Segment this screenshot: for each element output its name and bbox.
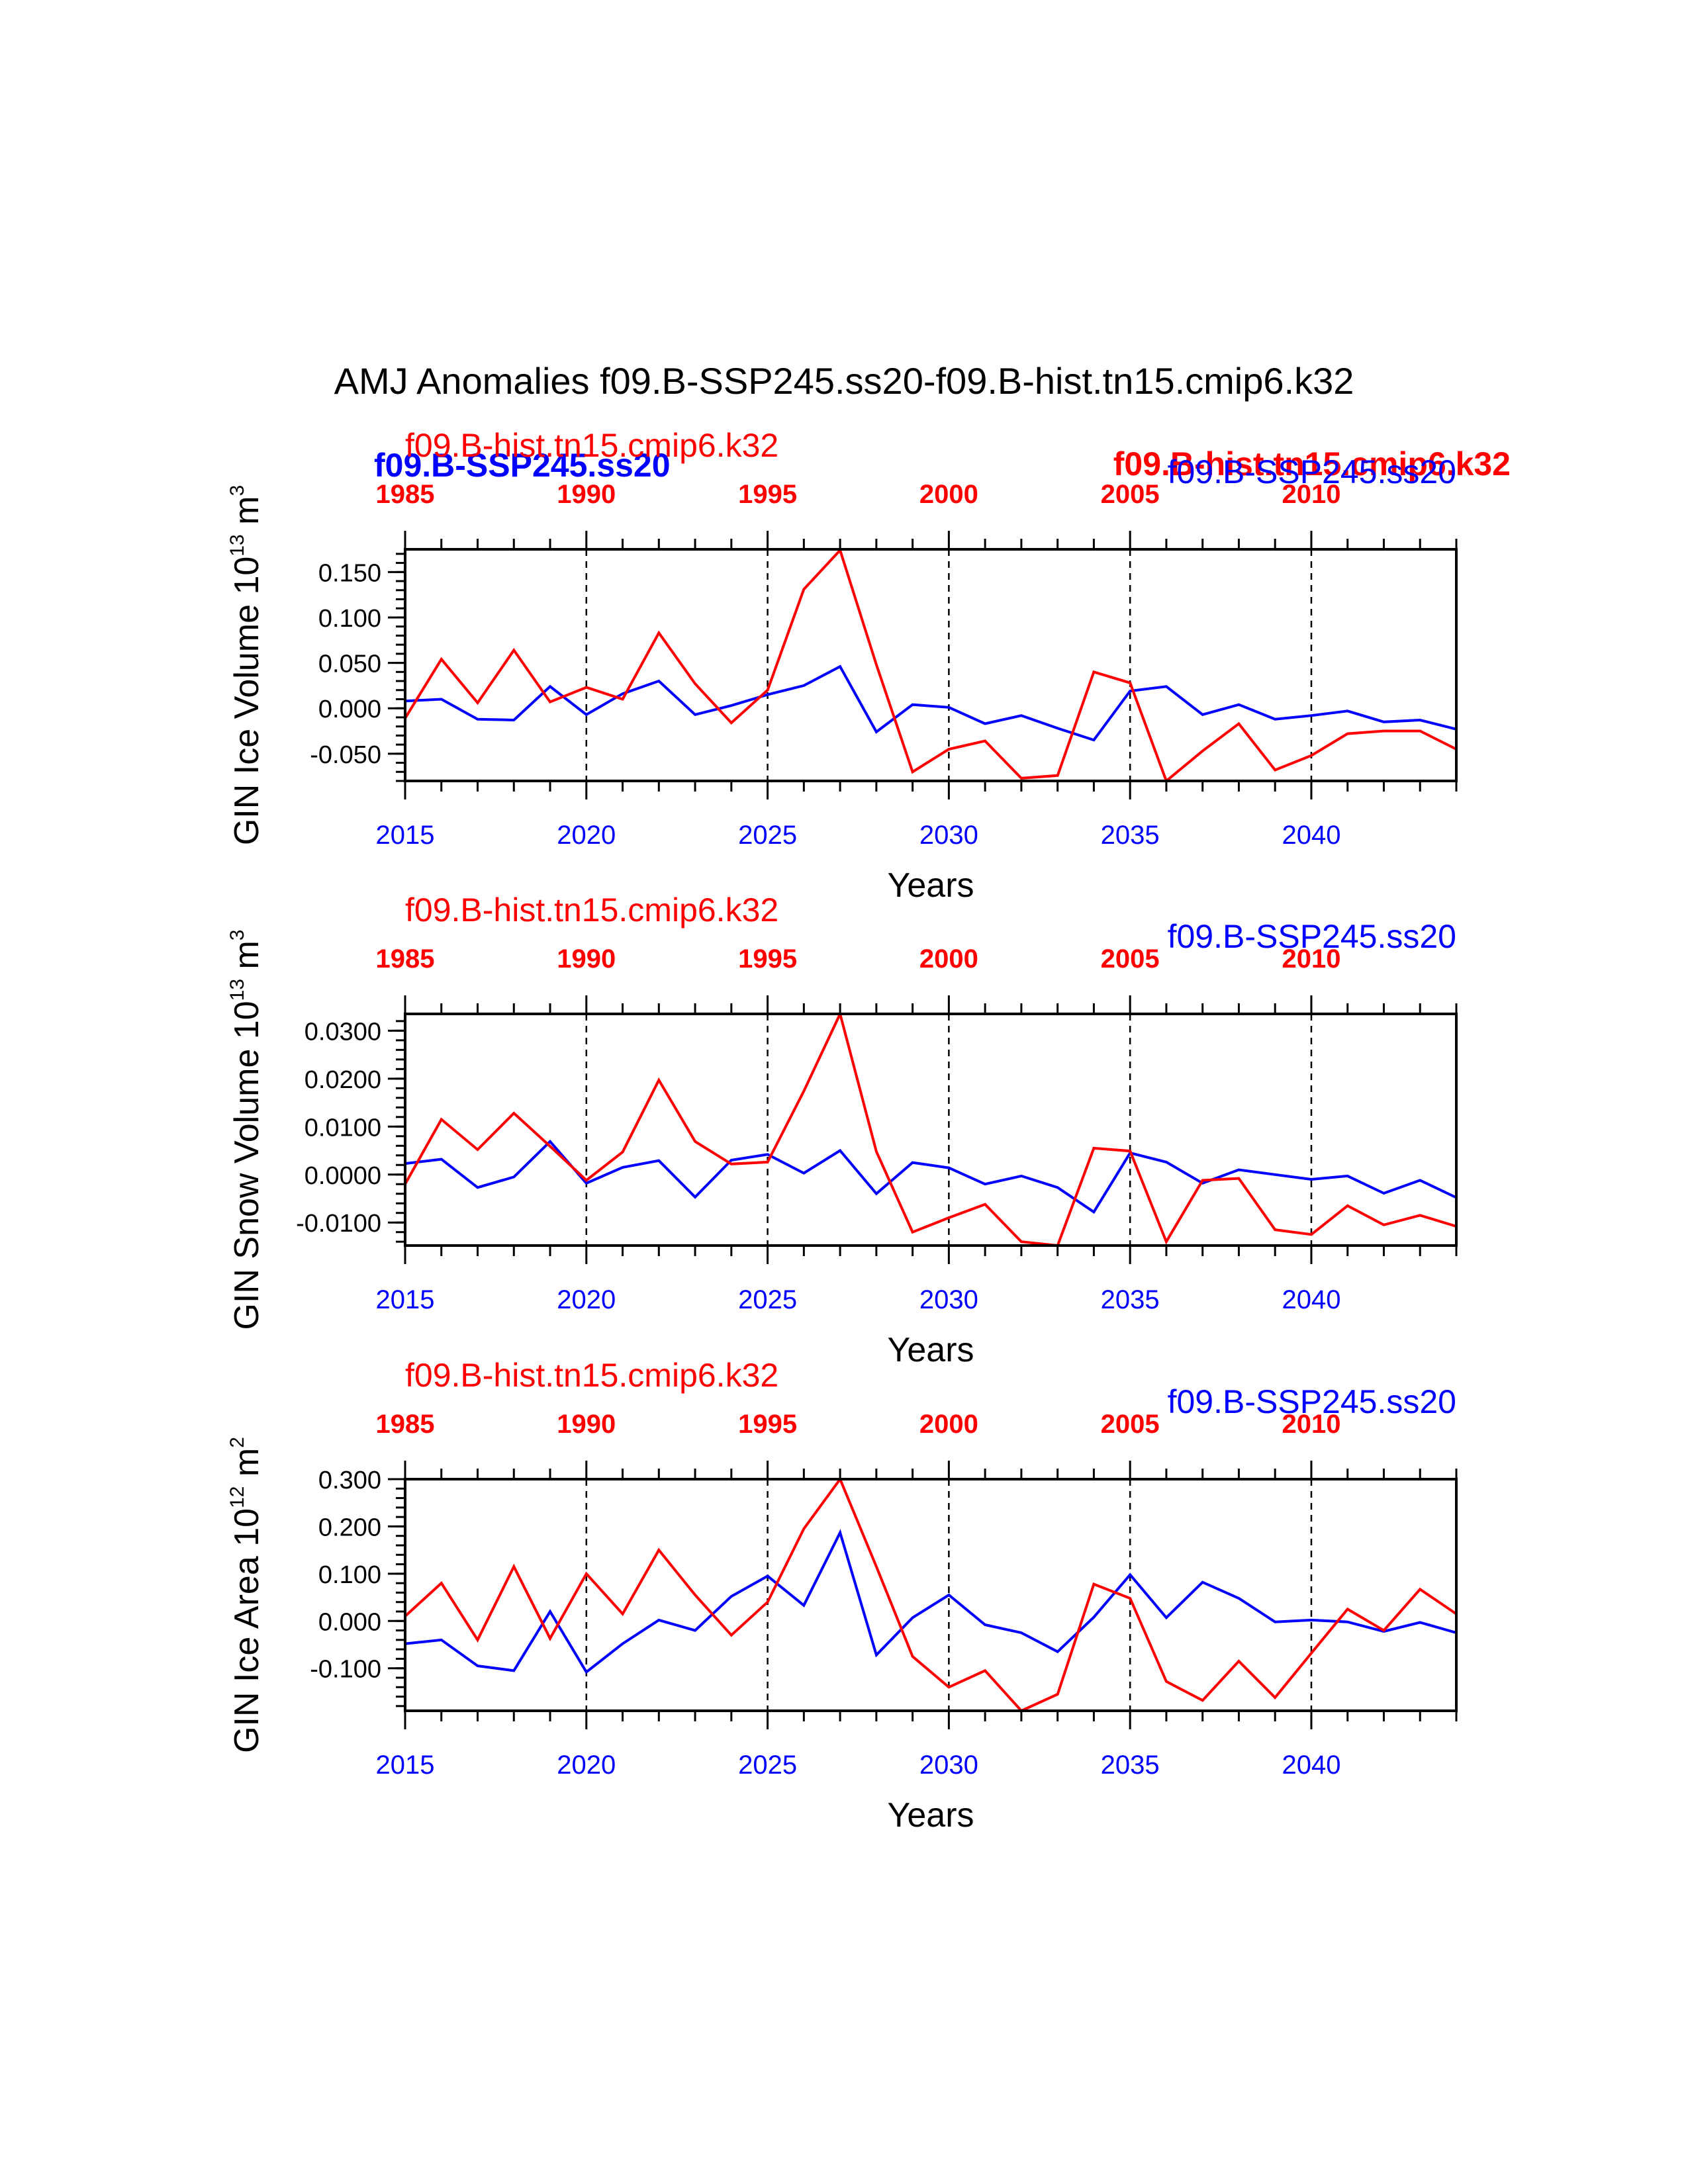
y-tick-label: -0.0100: [296, 1210, 381, 1238]
chart-panel-1: -0.050 0.000 0.050 0.100 0.150 2015 2020 2025 20…: [226, 427, 1458, 905]
x-tick-label: 2015: [376, 1751, 435, 1780]
x-tick-label: 2025: [738, 1285, 797, 1314]
y-tick-label: 0.100: [318, 1561, 381, 1589]
plot-frame: [404, 548, 1458, 782]
chart-panel-3: -0.100 0.000 0.100 0.200 0.300 2015 2020 2025 20…: [226, 1357, 1458, 1835]
y-tick-label: 0.000: [318, 696, 381, 723]
top-axis-title: f09.B-hist.tn15.cmip6.k32: [405, 427, 778, 464]
top-axis-title: f09.B-hist.tn15.cmip6.k32: [405, 1357, 778, 1394]
series-line-ssp245: [404, 1529, 1457, 1674]
x-tick-label: 2035: [1101, 1285, 1160, 1314]
y-tick-label: 0.000: [318, 1608, 381, 1636]
top-x-tick-label: 1995: [738, 944, 797, 974]
figure-title: AMJ Anomalies f09.B-SSP245.ss20-f09.B-hi…: [334, 360, 1354, 402]
top-x-tick-label: 2005: [1101, 944, 1160, 974]
y-axis-label: GIN Snow Volume 1013 m3: [226, 930, 266, 1330]
x-tick-label: 2020: [557, 821, 616, 850]
series-line-hist: [404, 547, 1457, 784]
y-tick-label: 0.0100: [305, 1114, 381, 1142]
y-axis-label-part: m: [228, 940, 266, 979]
series-line-hist: [404, 1010, 1457, 1248]
y-tick-label: 0.150: [318, 559, 381, 587]
top-x-tick-label: 2000: [919, 1410, 978, 1439]
top-x-tick-label: 2010: [1282, 944, 1340, 974]
top-x-tick-label: 1985: [376, 1410, 435, 1439]
top-x-tick-label: 1990: [557, 480, 616, 509]
y-tick-label: 0.300: [318, 1467, 381, 1494]
chart-panel-2: -0.0100 0.0000 0.0100 0.0200 0.0300 2015 2020 2…: [226, 891, 1458, 1369]
top-x-tick-label: 2010: [1282, 480, 1340, 509]
top-x-tick-label: 1985: [376, 944, 435, 974]
top-x-tick-label: 2000: [919, 480, 978, 509]
overlay-label-ssp: f09.B-SSP245.ss20: [374, 447, 671, 484]
bottom-axis-title: f09.B-SSP245.ss20: [1168, 453, 1456, 490]
y-axis-label-part: 3: [226, 485, 248, 496]
x-tick-label: 2040: [1282, 1751, 1340, 1780]
top-x-tick-label: 2005: [1101, 480, 1160, 509]
top-x-tick-label: 1985: [376, 480, 435, 509]
plot-frame: [404, 1013, 1458, 1247]
top-x-tick-label: 1995: [738, 1410, 797, 1439]
top-x-tick-label: 2000: [919, 944, 978, 974]
overlay-label-hist: f09.B-hist.tn15.cmip6.k32: [1113, 445, 1511, 482]
x-tick-label: 2035: [1101, 1751, 1160, 1780]
x-tick-label: 2030: [919, 1751, 978, 1780]
x-tick-label: 2025: [738, 821, 797, 850]
y-axis-label: GIN Ice Area 1012 m2: [226, 1437, 266, 1753]
x-tick-label: 2020: [557, 1751, 616, 1780]
y-tick-label: -0.050: [310, 741, 381, 769]
y-axis-label-part: GIN Ice Area: [228, 1547, 266, 1753]
x-axis-label: Years: [887, 1796, 974, 1835]
y-axis-label-part: 10: [228, 1001, 266, 1039]
y-axis-label-part: 13: [226, 979, 248, 1001]
y-axis-label-part: m: [228, 1448, 266, 1486]
y-tick-label: 0.200: [318, 1514, 381, 1541]
y-tick-label: -0.100: [310, 1656, 381, 1684]
x-tick-label: 2025: [738, 1751, 797, 1780]
plot-frame: [404, 1478, 1458, 1712]
y-tick-label: 0.0000: [305, 1162, 381, 1190]
top-axis-title: f09.B-hist.tn15.cmip6.k32: [405, 891, 778, 929]
y-axis-label-part: 13: [226, 534, 248, 556]
y-axis-label-part: 12: [226, 1486, 248, 1508]
top-x-tick-label: 1995: [738, 480, 797, 509]
y-axis-label-part: 2: [226, 1437, 248, 1448]
top-x-tick-label: 1990: [557, 1410, 616, 1439]
y-axis-label-part: 10: [228, 1508, 266, 1547]
x-tick-label: 2020: [557, 1285, 616, 1314]
bottom-axis-title: f09.B-SSP245.ss20: [1168, 1383, 1456, 1420]
series-line-ssp245: [404, 1139, 1457, 1214]
y-axis-label-part: GIN Snow Volume: [228, 1039, 266, 1330]
x-tick-label: 2015: [376, 821, 435, 850]
x-tick-label: 2015: [376, 1285, 435, 1314]
x-axis-label: Years: [887, 1331, 974, 1369]
bottom-axis-title: f09.B-SSP245.ss20: [1168, 918, 1456, 955]
series-line-hist: [404, 1476, 1458, 1713]
x-tick-label: 2030: [919, 821, 978, 850]
y-tick-label: 0.0200: [305, 1066, 381, 1094]
x-tick-label: 2035: [1101, 821, 1160, 850]
x-tick-label: 2040: [1282, 821, 1340, 850]
top-x-tick-label: 2005: [1101, 1410, 1160, 1439]
y-tick-label: 0.0300: [305, 1018, 381, 1046]
x-tick-label: 2040: [1282, 1285, 1340, 1314]
series-line-ssp245: [404, 664, 1457, 742]
y-tick-label: 0.050: [318, 651, 381, 678]
y-axis-label: GIN Ice Volume 1013 m3: [226, 485, 266, 845]
y-axis-label-part: 3: [226, 930, 248, 941]
x-axis-label: Years: [887, 866, 974, 905]
x-tick-label: 2030: [919, 1285, 978, 1314]
y-axis-label-part: m: [228, 496, 266, 535]
y-axis-label-part: 10: [228, 557, 266, 595]
y-tick-label: 0.100: [318, 605, 381, 633]
top-x-tick-label: 2010: [1282, 1410, 1340, 1439]
top-x-tick-label: 1990: [557, 944, 616, 974]
y-axis-label-part: GIN Ice Volume: [228, 595, 266, 846]
